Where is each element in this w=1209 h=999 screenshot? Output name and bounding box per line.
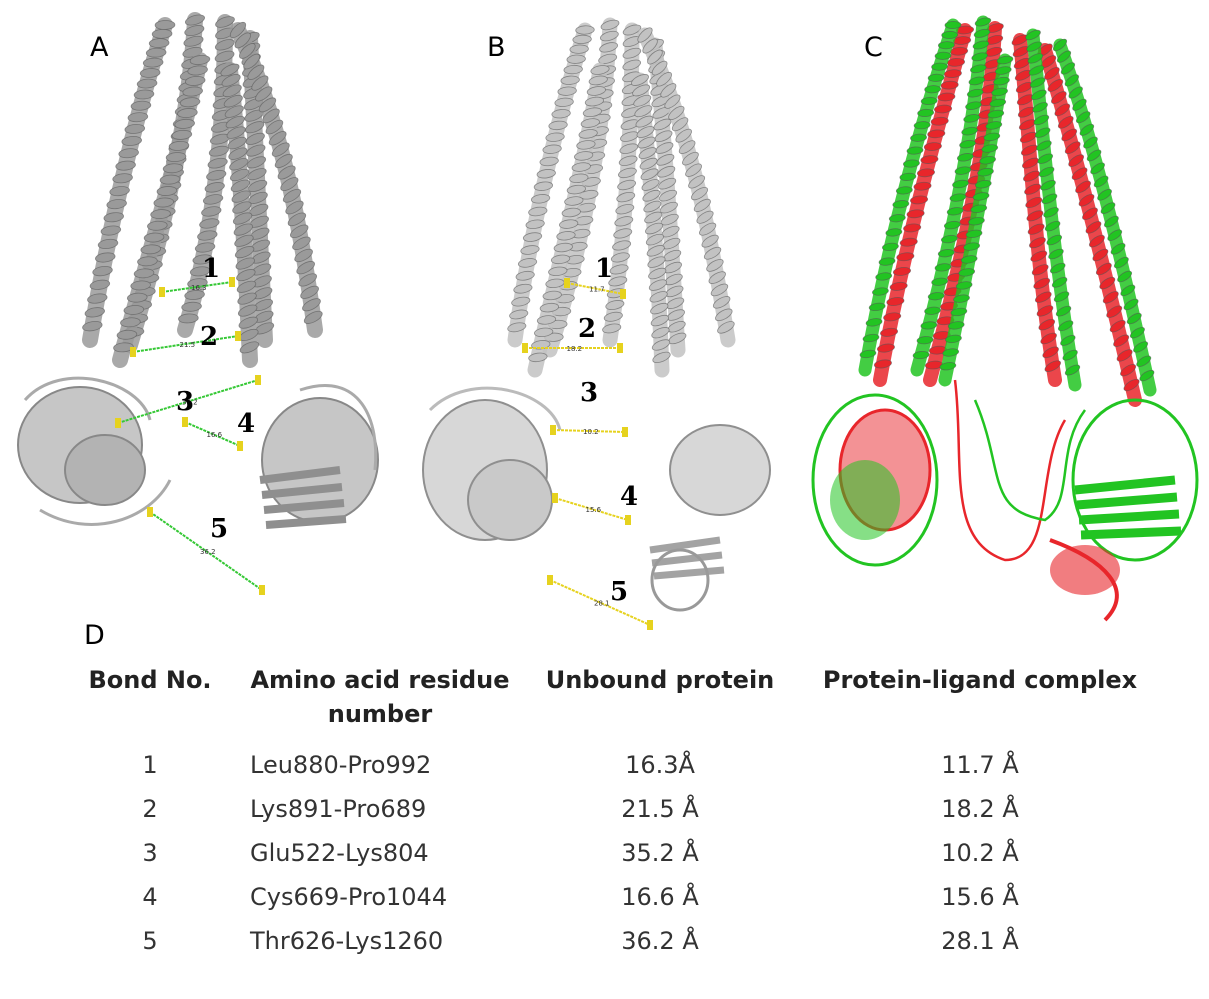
bond-number-label: 1 <box>595 254 613 284</box>
cell-residue: Thr626-Lys1260 <box>250 927 444 955</box>
table-row: 2 Lys891-Pro689 21.5 Å 18.2 Å <box>60 787 1160 831</box>
residue-marker <box>229 277 235 287</box>
bond-line-4 <box>554 497 629 521</box>
panel-label-a: A <box>90 32 109 63</box>
residue-marker <box>564 278 570 288</box>
bond-distance-label: 35.2 <box>182 399 198 407</box>
bond-line-3 <box>117 379 259 424</box>
bond-number-label: 3 <box>176 387 194 417</box>
loops <box>953 379 1087 562</box>
cell-complex: 11.7 Å <box>941 751 1019 779</box>
bond-distance-label: 16.6 <box>207 431 223 439</box>
residue-marker <box>617 343 623 353</box>
table-row: 3 Glu522-Lys804 35.2 Å 10.2 Å <box>60 831 1160 875</box>
bond-distance-label: 16.3 <box>191 284 207 292</box>
cell-unbound: 16.6 Å <box>621 883 699 911</box>
cell-complex: 28.1 Å <box>941 927 1019 955</box>
residue-marker <box>550 425 556 435</box>
cell-bond-no: 4 <box>142 883 158 911</box>
table-row: 4 Cys669-Pro1044 16.6 Å 15.6 Å <box>60 875 1160 919</box>
bond-line-5 <box>549 579 651 626</box>
residue-marker <box>620 289 626 299</box>
residue-marker <box>647 620 653 630</box>
bond-number-label: 1 <box>202 254 220 284</box>
header-bond-no: Bond No. <box>88 666 212 694</box>
residue-marker <box>552 493 558 503</box>
residue-marker <box>182 417 188 427</box>
protein-ribbon <box>507 17 736 378</box>
distance-table: Bond No. Amino acid residue number Unbou… <box>60 663 1160 963</box>
residue-marker <box>235 331 241 341</box>
bond-number-label: 4 <box>620 482 638 512</box>
cell-residue: Glu522-Lys804 <box>250 839 429 867</box>
residue-marker <box>115 418 121 428</box>
bond-line-4 <box>184 421 241 447</box>
domain-right <box>649 424 771 612</box>
cell-bond-no: 1 <box>142 751 158 779</box>
bond-number-label: 5 <box>610 577 628 607</box>
structure-panel-c <box>811 15 1199 622</box>
header-unbound: Unbound protein <box>545 666 775 694</box>
residue-marker <box>522 343 528 353</box>
panel-label-d: D <box>84 620 105 651</box>
bond-distance-label: 28.1 <box>594 600 610 608</box>
bond-line-5 <box>149 511 263 591</box>
bond-number-label: 5 <box>210 514 228 544</box>
bond-number-label: 2 <box>200 322 218 352</box>
panel-label-c: C <box>864 32 883 63</box>
bond-number-label: 4 <box>237 409 255 439</box>
cell-unbound: 35.2 Å <box>621 839 699 867</box>
residue-marker <box>547 575 553 585</box>
cell-unbound: 16.3Å <box>625 751 695 779</box>
domain-right <box>1049 398 1199 622</box>
cell-complex: 18.2 Å <box>941 795 1019 823</box>
bond-line-3 <box>552 429 626 433</box>
cell-complex: 15.6 Å <box>941 883 1019 911</box>
panel-label-b: B <box>487 32 506 63</box>
cell-residue: Leu880-Pro992 <box>250 751 432 779</box>
residue-marker <box>237 441 243 451</box>
cell-unbound: 36.2 Å <box>621 927 699 955</box>
cell-bond-no: 2 <box>142 795 158 823</box>
table-header-row: Bond No. Amino acid residue number Unbou… <box>60 663 1160 743</box>
residue-marker <box>255 375 261 385</box>
bond-distance-label: 10.2 <box>583 428 599 436</box>
residue-marker <box>625 515 631 525</box>
structure-panel-b: 11.7 1 18.22 10.2 3 15.6 4 28.1 5 <box>422 17 771 630</box>
bond-distance-label: 15.6 <box>586 506 602 514</box>
table-row: 5 Thr626-Lys1260 36.2 Å 28.1 Å <box>60 919 1160 963</box>
residue-marker <box>622 427 628 437</box>
bond-line-2 <box>132 335 239 353</box>
bond-distance-label: 21.5 <box>180 341 196 349</box>
domain-right <box>259 383 379 529</box>
domain-left <box>811 393 939 567</box>
cell-bond-no: 5 <box>142 927 158 955</box>
protein-ribbon-green <box>858 15 1157 397</box>
header-complex: Protein-ligand complex <box>822 666 1138 694</box>
domain-left <box>17 376 172 526</box>
bond-distance-label: 18.2 <box>567 345 583 353</box>
bond-line-1 <box>161 281 233 293</box>
protein-ribbon <box>82 12 323 368</box>
cell-unbound: 21.5 Å <box>621 795 699 823</box>
bond-number-label: 2 <box>578 314 596 344</box>
cell-residue: Cys669-Pro1044 <box>250 883 448 911</box>
domain-left <box>422 386 562 541</box>
cell-bond-no: 3 <box>142 839 158 867</box>
cell-complex: 10.2 Å <box>941 839 1019 867</box>
residue-marker <box>159 287 165 297</box>
residue-marker <box>147 507 153 517</box>
structure-panel-a: 16.31 21.5 2 35.23 16.6 4 36.2 5 <box>17 12 379 595</box>
bond-number-label: 3 <box>580 378 598 408</box>
header-residue: Amino acid residue number <box>250 666 510 728</box>
cell-residue: Lys891-Pro689 <box>250 795 427 823</box>
residue-marker <box>259 585 265 595</box>
bond-distance-label: 11.7 <box>589 286 605 294</box>
bond-distance-label: 36.2 <box>200 548 216 556</box>
bond-line-1 <box>566 282 624 295</box>
table-row: 1 Leu880-Pro992 16.3Å 11.7 Å <box>60 743 1160 787</box>
residue-marker <box>130 347 136 357</box>
